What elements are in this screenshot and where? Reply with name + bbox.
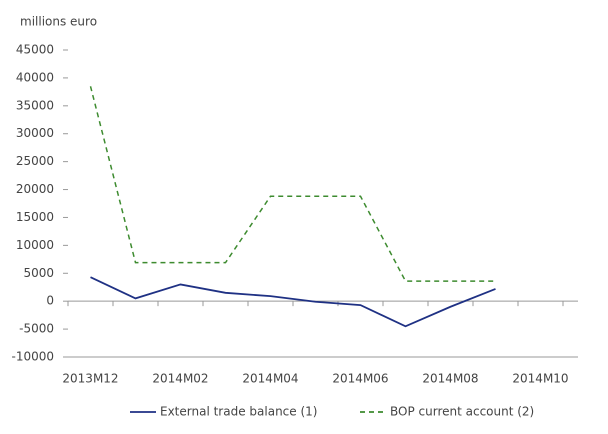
y-tick-label: 35000 — [16, 98, 54, 112]
y-tick-label: 5000 — [23, 266, 54, 280]
x-tick-label: 2014M04 — [242, 372, 298, 386]
series-line — [90, 276, 496, 328]
y-tick-label: 40000 — [16, 70, 54, 84]
legend-label: External trade balance (1) — [160, 405, 317, 419]
x-tick-label: 2013M12 — [62, 372, 118, 386]
x-tick-label: 2014M08 — [422, 372, 478, 386]
legend-label: BOP current account (2) — [390, 405, 534, 419]
y-tick-label: 45000 — [16, 43, 54, 57]
y-tick-label: -10000 — [11, 350, 54, 364]
y-tick-label: -5000 — [19, 322, 54, 336]
y-tick-label: 0 — [46, 294, 54, 308]
y-axis-label: millions euro — [20, 15, 97, 29]
series-line — [89, 86, 496, 282]
y-tick-label: 15000 — [16, 210, 54, 224]
y-tick-label: 30000 — [16, 126, 54, 140]
y-tick-label: 25000 — [16, 154, 54, 168]
x-tick-label: 2014M10 — [512, 372, 568, 386]
x-tick-label: 2014M06 — [332, 372, 388, 386]
y-tick-label: 10000 — [16, 238, 54, 252]
y-tick-label: 20000 — [16, 182, 54, 196]
x-tick-label: 2014M02 — [152, 372, 208, 386]
